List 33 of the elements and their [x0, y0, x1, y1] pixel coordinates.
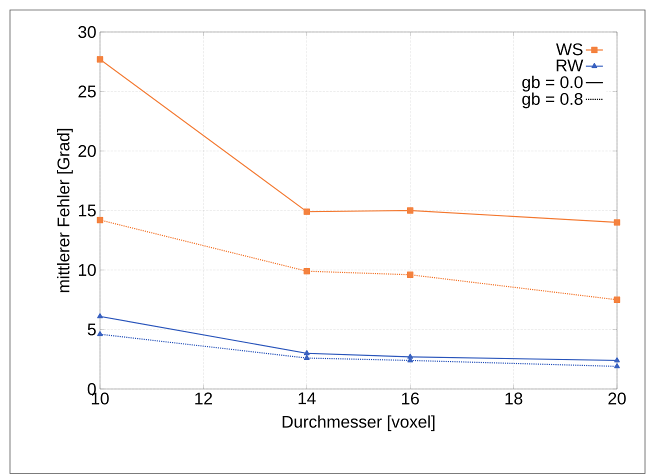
- point: [96, 56, 104, 63]
- y-tick-label: 30: [78, 26, 96, 38]
- point: [407, 354, 414, 359]
- legend-label: gb = 0.8: [522, 92, 583, 108]
- x-tick-label: 18: [505, 392, 522, 405]
- y-tick-label: 10: [78, 264, 96, 276]
- x-tick-label: 20: [608, 392, 626, 405]
- x-axis-title: Durchmesser [voxel]: [282, 415, 434, 432]
- x-tick-label: 16: [402, 392, 419, 405]
- point: [304, 354, 310, 360]
- point: [614, 363, 620, 368]
- point: [614, 357, 620, 362]
- y-axis-title: mittlerer Fehler [Grad]: [57, 128, 73, 292]
- point: [304, 268, 310, 274]
- y-tick-label: 5: [88, 324, 96, 336]
- point: [96, 216, 104, 224]
- point: [97, 331, 103, 336]
- y-tick-label: 15: [78, 204, 96, 216]
- point: [304, 208, 310, 215]
- x-tick-label: 12: [195, 392, 212, 404]
- legend-label: gb = 0.0: [522, 76, 583, 92]
- legend-label: WS: [556, 43, 582, 56]
- x-tick-label: 14: [298, 392, 316, 404]
- point: [304, 350, 310, 356]
- point: [407, 207, 414, 214]
- y-tick-label: 20: [78, 145, 96, 157]
- y-tick-label: 0: [88, 383, 96, 395]
- point: [407, 272, 414, 278]
- legend-label: RW: [556, 60, 584, 72]
- point: [97, 313, 103, 318]
- point: [614, 219, 620, 226]
- point: [614, 296, 620, 303]
- y-tick-label: 25: [78, 86, 96, 98]
